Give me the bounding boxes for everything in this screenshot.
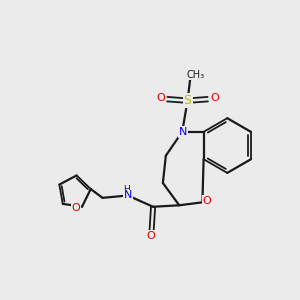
Text: H: H — [123, 185, 130, 194]
Text: S: S — [184, 94, 191, 107]
Text: O: O — [203, 196, 212, 206]
Text: O: O — [156, 93, 165, 103]
Text: O: O — [146, 231, 155, 241]
Text: N: N — [179, 127, 188, 137]
Text: O: O — [72, 203, 80, 213]
Text: N: N — [124, 190, 132, 200]
Text: CH₃: CH₃ — [187, 70, 205, 80]
Text: O: O — [210, 93, 219, 103]
